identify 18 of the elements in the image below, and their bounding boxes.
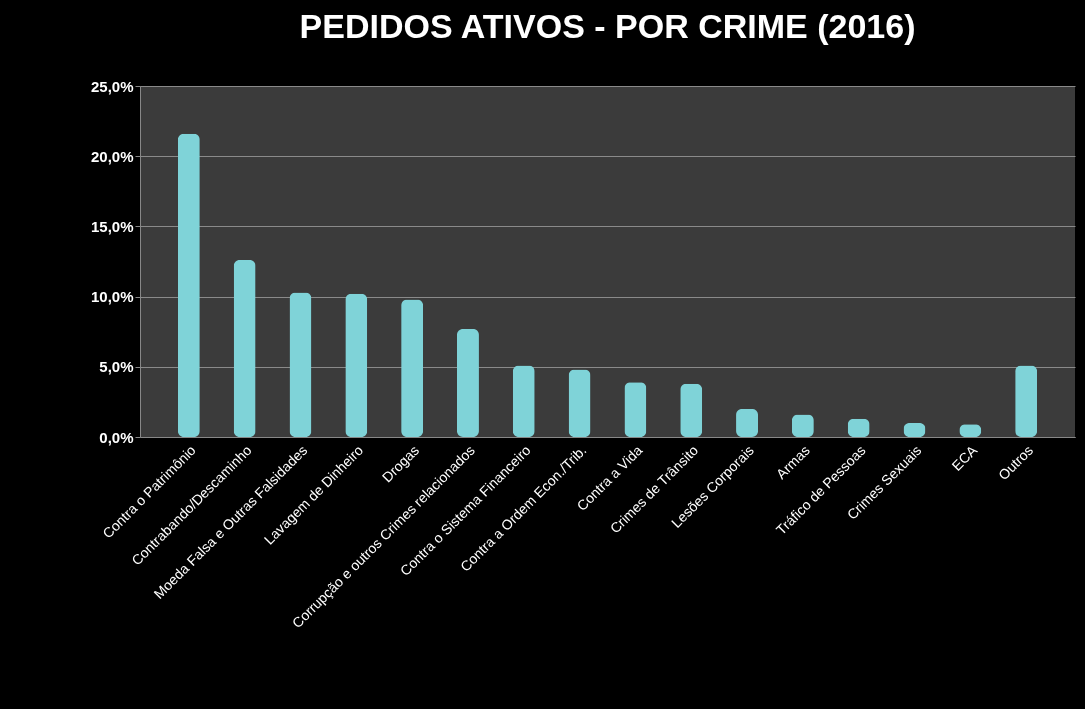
bar <box>401 299 424 437</box>
bar <box>680 383 703 437</box>
bar <box>624 382 647 437</box>
y-tick-label: 10,0% <box>90 288 134 306</box>
y-tick-label: 0,0% <box>99 428 134 446</box>
bar <box>512 365 535 437</box>
bar <box>345 293 368 437</box>
bar <box>1015 365 1038 437</box>
bar <box>289 292 312 437</box>
bar <box>177 133 200 437</box>
bar <box>233 260 256 437</box>
bar <box>456 328 479 437</box>
y-tick-label: 20,0% <box>90 147 134 165</box>
y-tick-label: 25,0% <box>90 77 134 95</box>
bar <box>568 369 591 437</box>
y-tick-label: 15,0% <box>90 217 134 235</box>
y-tick-label: 5,0% <box>99 358 134 376</box>
chart-title: PEDIDOS ATIVOS - POR CRIME (2016) <box>299 7 916 45</box>
